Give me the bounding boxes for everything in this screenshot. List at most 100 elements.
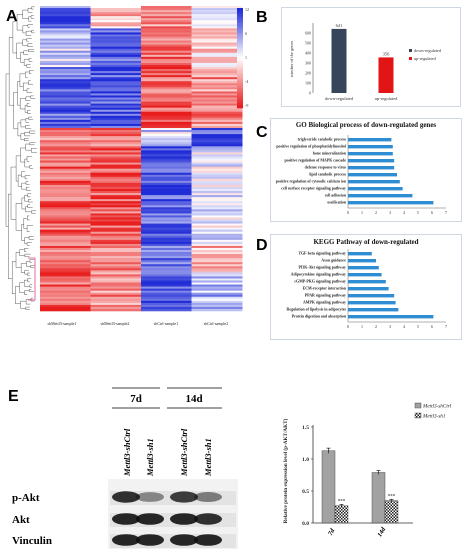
heatmap-cell [90,113,142,117]
heatmap-cell [90,158,142,161]
heatmap-cell [191,26,243,29]
heatmap-cell [191,6,243,9]
heatmap-cell [191,152,243,155]
lane-label: Mettl3-sh1 [145,438,155,477]
heatmap-cell [40,10,91,13]
heatmap-cell [141,233,192,237]
heatmap-cell [40,176,91,180]
color-scale-segment [237,93,243,96]
chart-d: TGF-beta signaling pathway Axon guidance P… [287,249,447,329]
heatmap-cell [191,294,243,298]
heatmap-cell [191,245,243,249]
heatmap-cell [90,24,142,27]
heatmap-cell [141,125,192,129]
dendrogram-branch [17,81,21,106]
heatmap-cell [191,158,243,161]
color-scale-segment [237,63,243,66]
heatmap-sample-label: shMettl3-sample2 [100,321,130,326]
blot-band [136,513,164,525]
heatmap-cell [141,123,192,127]
heatmap-cell [40,40,91,43]
heatmap-cell [40,290,91,293]
heatmap-cell [141,36,192,39]
heatmap-cell [40,64,91,68]
heatmap-cell [141,170,192,174]
heatmap-cell [40,123,91,127]
heatmap-cell [141,95,192,98]
timepoint-label: 7d [130,393,142,405]
dendrogram-branch [20,300,27,309]
heatmap-cell [90,22,142,25]
dendrogram-branch [21,171,26,178]
category-label: cell surface receptor signaling pathway [281,187,346,191]
color-scale-segment [237,85,243,89]
heatmap-cell [141,154,192,157]
heatmap-cell [191,209,243,212]
heatmap-cell [90,150,142,153]
heatmap-cell [90,18,142,21]
heatmap-cell [90,44,142,47]
heatmap-cell [191,42,243,45]
heatmap-cell [90,36,142,39]
heatmap-cell [90,93,142,96]
dendrogram-branch [26,103,32,107]
heatmap-cell [90,260,142,263]
heatmap-cell [191,284,243,287]
color-scale-segment [237,105,243,109]
heatmap-cell [141,93,192,96]
blot-band [170,513,198,525]
heatmap-cell [191,276,243,279]
heatmap-cell [141,266,192,269]
heatmap-cell [40,189,91,192]
dendrogram-branch [15,203,22,231]
heatmap-cell [141,132,192,135]
heatmap-cell [191,162,243,165]
heatmap-cell [141,252,192,255]
dendrogram-branch [21,197,26,210]
dendrogram-branch [25,181,30,185]
dendrogram-branch [17,122,21,137]
heatmap-cell [191,250,243,253]
dendrogram [5,6,37,310]
heatmap-cell [40,103,91,106]
heatmap-cell [191,227,243,230]
heatmap-cell [90,199,142,202]
heatmap-cell [40,203,91,206]
heatmap-cell [191,83,243,86]
heatmap-cell [191,170,243,174]
heatmap-cell [191,58,243,62]
heatmap-cell [90,52,142,56]
heatmap-cell [90,250,142,253]
x-tick-label: 0 [347,210,349,215]
heatmap-cell [90,91,142,94]
heatmap-cell [40,199,91,202]
dendrogram-branch [31,6,35,10]
dendrogram-branch [31,210,37,214]
heatmap-cell [40,75,91,78]
dendrogram-branch [20,147,26,163]
dendrogram-branch [19,282,25,293]
color-scale-tick: 12 [245,7,249,12]
heatmap-cell [141,128,192,131]
heatmap-cell [40,178,91,182]
blot-band [112,491,140,503]
heatmap-cell [40,172,91,176]
heatmap-cell [40,180,91,184]
heatmap-cell [40,231,91,235]
dendrogram-branch [21,182,27,190]
heatmap-cell [40,260,91,263]
heatmap-cell [141,239,192,243]
color-scale-segment [237,50,243,54]
heatmap-cell [141,87,192,90]
heatmap-cell [90,243,142,247]
x-tick-label: 7 [445,324,447,329]
heatmap-cell [141,180,192,184]
heatmap-cell [191,28,243,31]
heatmap-cell [191,298,243,302]
heatmap-cell [191,207,243,210]
heatmap-cell [191,85,243,88]
heatmap-cell [191,201,243,204]
heatmap-cell [141,308,192,312]
x-tick-label: 6 [431,324,433,329]
bar [348,252,372,256]
